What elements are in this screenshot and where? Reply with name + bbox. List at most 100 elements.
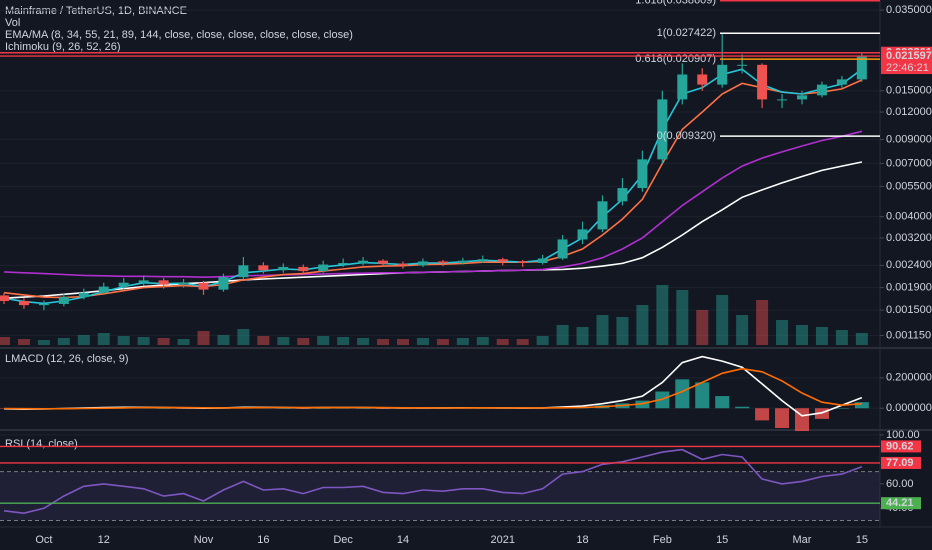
x-tick-label: Dec <box>333 534 353 546</box>
fib-label: 1.618(0.038609) <box>635 0 716 7</box>
candle-body <box>38 303 49 306</box>
y-tick-label: 0.200000 <box>886 372 932 384</box>
volume-bar <box>37 340 50 345</box>
x-tick-label: 15 <box>856 534 868 546</box>
candle-body <box>737 64 748 66</box>
volume-bar <box>736 315 749 345</box>
candle-body <box>417 261 428 266</box>
y-tick-label: 0.007000 <box>886 157 932 169</box>
candle-body <box>338 262 349 265</box>
candle-body <box>158 280 169 285</box>
candle-body <box>577 229 588 240</box>
volume-bar <box>57 338 70 345</box>
volume-bar <box>257 336 270 345</box>
indicator-line <box>3 448 863 515</box>
volume-bar <box>556 325 569 345</box>
candle-body <box>816 84 827 96</box>
y-tick-label: 0.004000 <box>886 211 932 223</box>
volume-bar <box>776 320 789 345</box>
volume-bar <box>177 339 190 345</box>
volume-bar <box>297 338 310 345</box>
indicator-label: Vol <box>5 17 20 29</box>
volume-bar <box>117 336 130 345</box>
volume-bar <box>616 317 629 345</box>
fib-label: 0.618(0.020907) <box>635 53 716 65</box>
candle-body <box>836 79 847 85</box>
volume-bar <box>496 339 509 345</box>
histogram-bar <box>715 396 730 409</box>
candle-body <box>557 239 568 259</box>
histogram-bar <box>356 408 371 409</box>
x-tick-label: 16 <box>257 534 269 546</box>
candle-body <box>78 292 89 298</box>
candle-body <box>697 74 708 85</box>
y-tick-label: 0.012000 <box>886 106 932 118</box>
x-tick-label: 14 <box>397 534 409 546</box>
y-tick-label: 0.035000 <box>886 4 932 16</box>
candle-body <box>298 266 309 272</box>
y-tick-label: 0.001900 <box>886 282 932 294</box>
candle-body <box>457 260 468 263</box>
candle-body <box>797 95 807 100</box>
price-tag <box>881 50 932 75</box>
x-tick-label: 2021 <box>491 534 515 546</box>
candle-body <box>437 261 448 263</box>
volume-bar <box>516 339 529 345</box>
candle-body <box>657 99 668 160</box>
volume-bar <box>456 338 469 345</box>
x-tick-label: Feb <box>653 534 672 546</box>
volume-bar <box>656 285 669 345</box>
y-tick-label: 60.00 <box>886 478 914 490</box>
volume-bar <box>317 336 330 345</box>
y-tick-label: 0.001150 <box>886 329 931 341</box>
candle-body <box>98 286 109 293</box>
pane-title: LMACD (12, 26, close, 9) <box>5 353 129 365</box>
indicator-line <box>3 79 863 299</box>
level-tag <box>881 456 921 469</box>
candle-body <box>597 201 608 230</box>
histogram-bar <box>316 408 331 409</box>
level-tag <box>881 497 921 510</box>
candle-body <box>318 264 329 272</box>
candle-body <box>517 261 528 263</box>
volume-bar <box>436 339 449 345</box>
volume-bar <box>237 329 250 345</box>
candle-body <box>218 277 229 290</box>
volume-bar <box>855 333 868 345</box>
histogram-bar <box>755 408 770 421</box>
level-tag-label: 77.09 <box>886 457 914 469</box>
y-tick-label: 0.015000 <box>886 85 932 97</box>
volume-bar <box>217 335 230 345</box>
level-tag-label: 90.62 <box>886 440 914 452</box>
volume-bar <box>636 305 649 345</box>
indicator-line <box>3 367 862 410</box>
histogram-bar <box>156 408 171 409</box>
volume-bar <box>137 337 150 345</box>
candle-body <box>198 282 209 290</box>
histogram-bar <box>675 379 690 409</box>
y-tick-label: 0.009000 <box>886 133 932 145</box>
volume-bar <box>157 338 170 345</box>
indicator-label: Ichimoku (9, 26, 52, 26) <box>5 41 121 53</box>
candle-body <box>757 64 768 100</box>
candle-body <box>477 259 488 261</box>
x-tick-label: Oct <box>35 534 52 546</box>
volume-bar <box>0 337 10 345</box>
candle-body <box>677 74 688 100</box>
volume-bar <box>676 290 689 345</box>
indicator-line <box>3 130 863 279</box>
histogram-bar <box>695 382 710 409</box>
candle-body <box>398 263 408 266</box>
volume-bar <box>17 339 30 345</box>
volume-bar <box>397 339 409 345</box>
histogram-bar <box>735 406 750 409</box>
pane-title: RSI (14, close) <box>5 438 78 450</box>
candle-body <box>537 258 548 263</box>
histogram-bar <box>854 402 869 409</box>
volume-bar <box>377 339 390 345</box>
countdown: 22:46:21 <box>886 62 929 74</box>
volume-bar <box>796 325 808 345</box>
